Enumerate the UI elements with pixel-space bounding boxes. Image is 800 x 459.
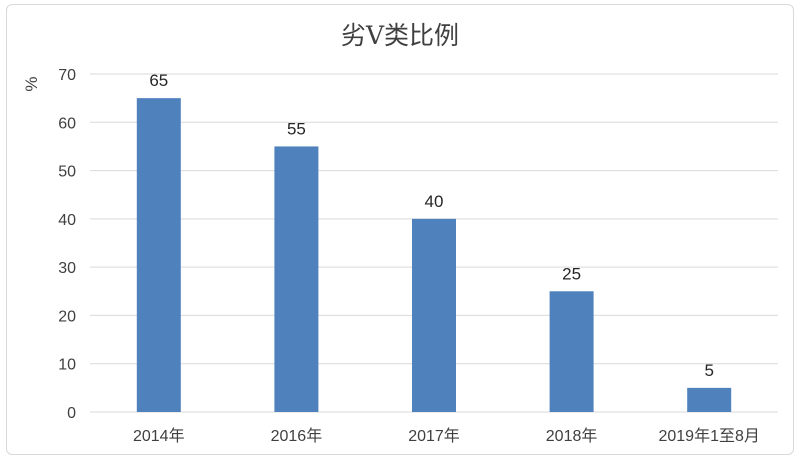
bar [274, 146, 319, 412]
bars [136, 98, 732, 413]
x-tick-label: 2016年 [271, 427, 323, 445]
bar [412, 218, 456, 412]
x-axis-ticks: 2014年 2016年 2017年 2018年 2019年1至8月 [133, 427, 760, 445]
data-label: 65 [149, 71, 168, 90]
x-tick-label: 2017年 [408, 427, 460, 445]
x-tick-label: 2019年1至8月 [658, 427, 759, 445]
bar [136, 98, 181, 413]
y-axis-ticks: 0 10 20 30 40 50 60 70 [58, 67, 76, 422]
chart-title: 劣V类比例 [340, 21, 460, 50]
data-label: 55 [287, 119, 306, 138]
data-label: 40 [425, 192, 444, 211]
y-tick-label: 40 [58, 212, 76, 229]
y-tick-label: 10 [58, 357, 76, 374]
data-label: 5 [704, 361, 713, 380]
y-tick-label: 0 [67, 405, 76, 422]
x-tick-label: 2018年 [546, 427, 598, 445]
y-tick-label: 20 [58, 308, 76, 325]
y-tick-label: 60 [58, 115, 76, 132]
y-tick-label: 50 [58, 164, 76, 181]
data-labels: 65 55 40 25 5 [149, 71, 714, 380]
y-tick-label: 70 [58, 67, 76, 84]
bar [687, 387, 732, 412]
y-tick-label: 30 [58, 260, 76, 277]
bar [549, 291, 594, 412]
x-tick-label: 2014年 [133, 427, 185, 445]
data-label: 25 [562, 264, 581, 283]
